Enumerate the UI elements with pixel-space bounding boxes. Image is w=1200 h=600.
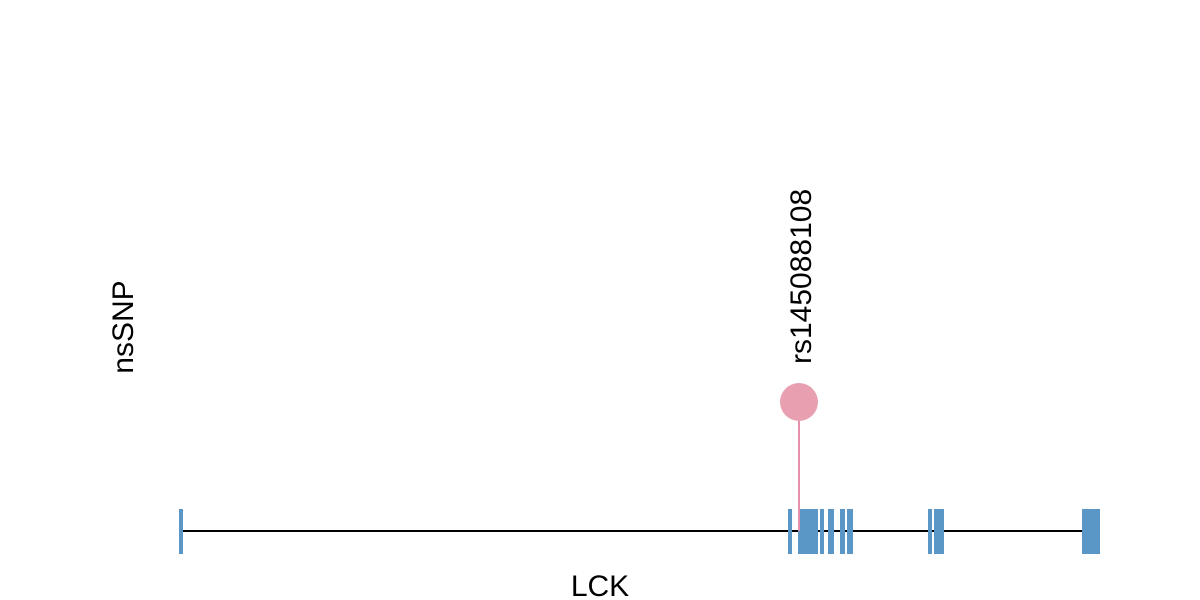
exon: [928, 509, 932, 554]
snp-label: rs145088108: [785, 189, 818, 364]
track-label: nsSNP: [107, 280, 140, 373]
snp-marker: [780, 383, 818, 421]
exon: [828, 509, 834, 554]
exon: [788, 509, 792, 554]
exon: [934, 509, 944, 554]
exon: [840, 509, 845, 554]
exon: [179, 509, 183, 554]
exon: [1082, 509, 1100, 554]
exon: [820, 509, 824, 554]
exons: [179, 509, 1100, 554]
gene-name: LCK: [571, 570, 629, 600]
exon: [798, 509, 818, 554]
exon: [847, 509, 853, 554]
